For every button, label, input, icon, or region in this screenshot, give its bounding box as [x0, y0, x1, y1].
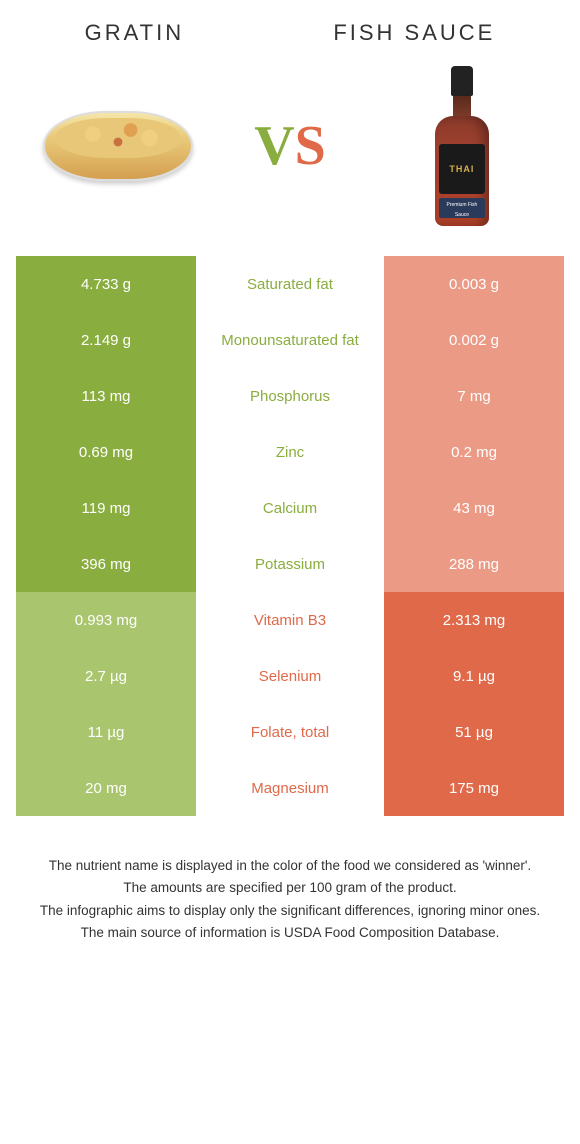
footer-line: The amounts are specified per 100 gram o… [30, 878, 550, 898]
nutrient-label-cell: Selenium [196, 648, 384, 704]
header: Gratin Fish sauce [10, 20, 570, 46]
left-value-cell: 0.69 mg [16, 424, 196, 480]
footer-line: The nutrient name is displayed in the co… [30, 856, 550, 876]
right-value-cell: 7 mg [384, 368, 564, 424]
left-value-cell: 2.149 g [16, 312, 196, 368]
vs-v-letter: V [254, 115, 294, 177]
right-value-cell: 175 mg [384, 760, 564, 816]
vs-badge: VS [254, 114, 326, 178]
right-value-cell: 51 µg [384, 704, 564, 760]
left-value-cell: 119 mg [16, 480, 196, 536]
right-food-title: Fish sauce [333, 20, 495, 46]
gratin-image [38, 86, 198, 206]
infographic-container: Gratin Fish sauce VS THAI Premium Fish S… [0, 0, 580, 965]
table-row: 11 µgFolate, total51 µg [16, 704, 564, 760]
footer-line: The infographic aims to display only the… [30, 901, 550, 921]
bottle-brand-label: THAI [439, 144, 485, 194]
nutrient-label-cell: Folate, total [196, 704, 384, 760]
left-value-cell: 113 mg [16, 368, 196, 424]
table-row: 0.993 mgVitamin B32.313 mg [16, 592, 564, 648]
bottle-icon: THAI Premium Fish Sauce [432, 66, 492, 226]
nutrient-label-cell: Calcium [196, 480, 384, 536]
nutrient-label-cell: Magnesium [196, 760, 384, 816]
images-row: VS THAI Premium Fish Sauce [10, 56, 570, 236]
nutrient-label-cell: Phosphorus [196, 368, 384, 424]
left-value-cell: 396 mg [16, 536, 196, 592]
right-value-cell: 9.1 µg [384, 648, 564, 704]
left-value-cell: 11 µg [16, 704, 196, 760]
left-value-cell: 20 mg [16, 760, 196, 816]
fish-sauce-image: THAI Premium Fish Sauce [382, 86, 542, 206]
right-value-cell: 43 mg [384, 480, 564, 536]
nutrient-label-cell: Zinc [196, 424, 384, 480]
vs-s-letter: S [295, 115, 326, 177]
footer-notes: The nutrient name is displayed in the co… [10, 856, 570, 943]
nutrient-label-cell: Vitamin B3 [196, 592, 384, 648]
left-value-cell: 4.733 g [16, 256, 196, 312]
gratin-dish-icon [43, 111, 193, 181]
right-value-cell: 0.2 mg [384, 424, 564, 480]
right-value-cell: 2.313 mg [384, 592, 564, 648]
left-value-cell: 2.7 µg [16, 648, 196, 704]
bottle-sub-label: Premium Fish Sauce [439, 198, 485, 218]
table-row: 0.69 mgZinc0.2 mg [16, 424, 564, 480]
nutrient-table: 4.733 gSaturated fat0.003 g2.149 gMonoun… [16, 256, 564, 816]
table-row: 2.7 µgSelenium9.1 µg [16, 648, 564, 704]
nutrient-label-cell: Saturated fat [196, 256, 384, 312]
table-row: 2.149 gMonounsaturated fat0.002 g [16, 312, 564, 368]
nutrient-label-cell: Monounsaturated fat [196, 312, 384, 368]
table-row: 113 mgPhosphorus7 mg [16, 368, 564, 424]
right-value-cell: 288 mg [384, 536, 564, 592]
table-row: 20 mgMagnesium175 mg [16, 760, 564, 816]
left-value-cell: 0.993 mg [16, 592, 196, 648]
right-value-cell: 0.002 g [384, 312, 564, 368]
left-food-title: Gratin [85, 20, 184, 46]
nutrient-label-cell: Potassium [196, 536, 384, 592]
table-row: 4.733 gSaturated fat0.003 g [16, 256, 564, 312]
footer-line: The main source of information is USDA F… [30, 923, 550, 943]
right-value-cell: 0.003 g [384, 256, 564, 312]
table-row: 119 mgCalcium43 mg [16, 480, 564, 536]
table-row: 396 mgPotassium288 mg [16, 536, 564, 592]
